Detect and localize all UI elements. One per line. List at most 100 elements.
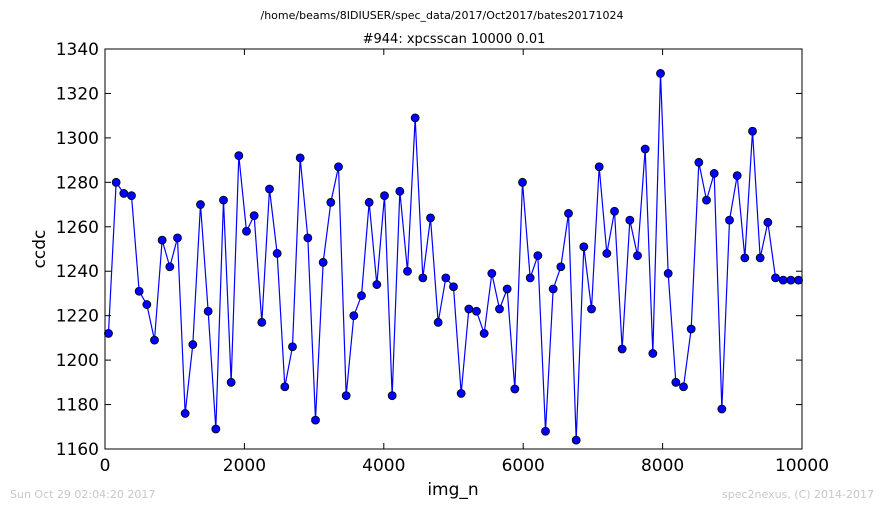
footer-timestamp: Sun Oct 29 02:04:20 2017 bbox=[10, 488, 155, 501]
data-point bbox=[740, 253, 750, 263]
data-point bbox=[571, 435, 581, 445]
data-point bbox=[410, 113, 420, 123]
data-point bbox=[272, 249, 282, 258]
data-point bbox=[196, 200, 205, 209]
data-point bbox=[127, 191, 136, 201]
y-tick-label: 1280 bbox=[56, 173, 99, 193]
data-point bbox=[334, 162, 343, 172]
file-path-title: /home/beams/8IDIUSER/spec_data/2017/Oct2… bbox=[261, 9, 624, 22]
data-point bbox=[357, 291, 366, 301]
data-point bbox=[564, 209, 573, 218]
x-tick-label: 8000 bbox=[641, 456, 684, 476]
scan-title: #944: xpcsscan 10000 0.01 bbox=[363, 32, 546, 47]
plot-frame bbox=[104, 48, 803, 450]
data-point bbox=[541, 426, 550, 436]
y-tick-label: 1160 bbox=[56, 440, 99, 460]
x-tick-label: 6000 bbox=[502, 456, 545, 476]
data-point bbox=[548, 284, 558, 294]
data-point bbox=[433, 317, 443, 327]
data-point bbox=[594, 162, 604, 172]
data-point bbox=[280, 382, 290, 392]
data-point bbox=[211, 424, 221, 434]
data-point bbox=[472, 306, 481, 316]
y-tick-label: 1260 bbox=[56, 218, 99, 238]
data-point bbox=[556, 262, 566, 272]
data-point bbox=[295, 153, 305, 163]
y-tick-label: 1200 bbox=[56, 351, 99, 371]
data-point bbox=[479, 329, 489, 338]
data-point bbox=[748, 126, 757, 136]
data-point bbox=[633, 251, 642, 261]
data-point bbox=[487, 269, 497, 278]
x-tick-label: 4000 bbox=[362, 456, 405, 476]
data-point bbox=[679, 382, 688, 392]
plot-area bbox=[104, 69, 803, 445]
data-point bbox=[165, 262, 175, 272]
data-point bbox=[104, 329, 113, 338]
data-point bbox=[349, 311, 359, 321]
x-axis: 0 2000 4000 6000 8000 10000 bbox=[100, 49, 829, 476]
y-tick-label: 1320 bbox=[56, 84, 99, 104]
data-point bbox=[150, 335, 159, 345]
data-point bbox=[188, 340, 198, 349]
data-point bbox=[426, 213, 435, 223]
footer-credit: spec2nexus, (C) 2014-2017 bbox=[722, 488, 874, 501]
data-point bbox=[625, 215, 635, 225]
y-tick-label: 1300 bbox=[56, 129, 99, 149]
y-tick-label: 1220 bbox=[56, 307, 99, 327]
data-point bbox=[403, 266, 412, 276]
x-tick-label: 0 bbox=[100, 456, 111, 476]
data-point bbox=[142, 300, 152, 309]
data-point bbox=[226, 377, 236, 387]
data-point bbox=[610, 206, 619, 216]
data-point bbox=[111, 177, 121, 187]
data-point bbox=[771, 273, 780, 283]
data-point bbox=[533, 251, 543, 261]
data-point bbox=[686, 324, 696, 334]
data-point bbox=[372, 280, 382, 289]
data-point bbox=[786, 275, 796, 285]
data-point bbox=[717, 404, 727, 414]
data-point bbox=[763, 217, 773, 227]
y-axis-label: ccdc bbox=[30, 230, 50, 269]
data-point bbox=[456, 389, 466, 398]
data-point bbox=[418, 273, 428, 283]
data-point bbox=[725, 215, 734, 225]
data-point bbox=[702, 195, 711, 205]
data-point bbox=[656, 69, 665, 78]
data-point bbox=[341, 391, 351, 401]
data-point bbox=[794, 275, 803, 285]
data-point bbox=[587, 304, 596, 314]
data-point bbox=[203, 306, 213, 316]
data-point bbox=[234, 151, 244, 161]
data-point bbox=[671, 377, 681, 387]
data-point bbox=[602, 249, 612, 258]
data-point bbox=[364, 197, 374, 207]
data-point bbox=[119, 189, 129, 198]
data-point bbox=[732, 171, 742, 181]
data-point bbox=[134, 286, 144, 296]
x-tick-label: 2000 bbox=[223, 456, 266, 476]
data-point bbox=[617, 344, 627, 354]
y-tick-label: 1240 bbox=[56, 262, 99, 282]
data-point bbox=[663, 269, 673, 278]
data-point bbox=[640, 144, 650, 154]
data-point bbox=[495, 304, 504, 314]
data-point bbox=[219, 195, 228, 205]
y-tick-label: 1180 bbox=[56, 396, 99, 416]
data-point bbox=[441, 273, 451, 283]
data-point bbox=[157, 235, 167, 245]
data-point bbox=[173, 233, 182, 243]
data-point bbox=[579, 242, 589, 252]
data-point bbox=[502, 284, 512, 294]
data-point bbox=[755, 253, 765, 263]
data-point bbox=[387, 391, 397, 401]
data-point bbox=[249, 211, 259, 221]
data-point bbox=[318, 257, 328, 267]
data-point bbox=[778, 275, 788, 285]
data-point bbox=[180, 409, 190, 418]
series-line bbox=[107, 73, 799, 441]
data-point bbox=[709, 169, 719, 178]
data-point bbox=[510, 384, 520, 394]
